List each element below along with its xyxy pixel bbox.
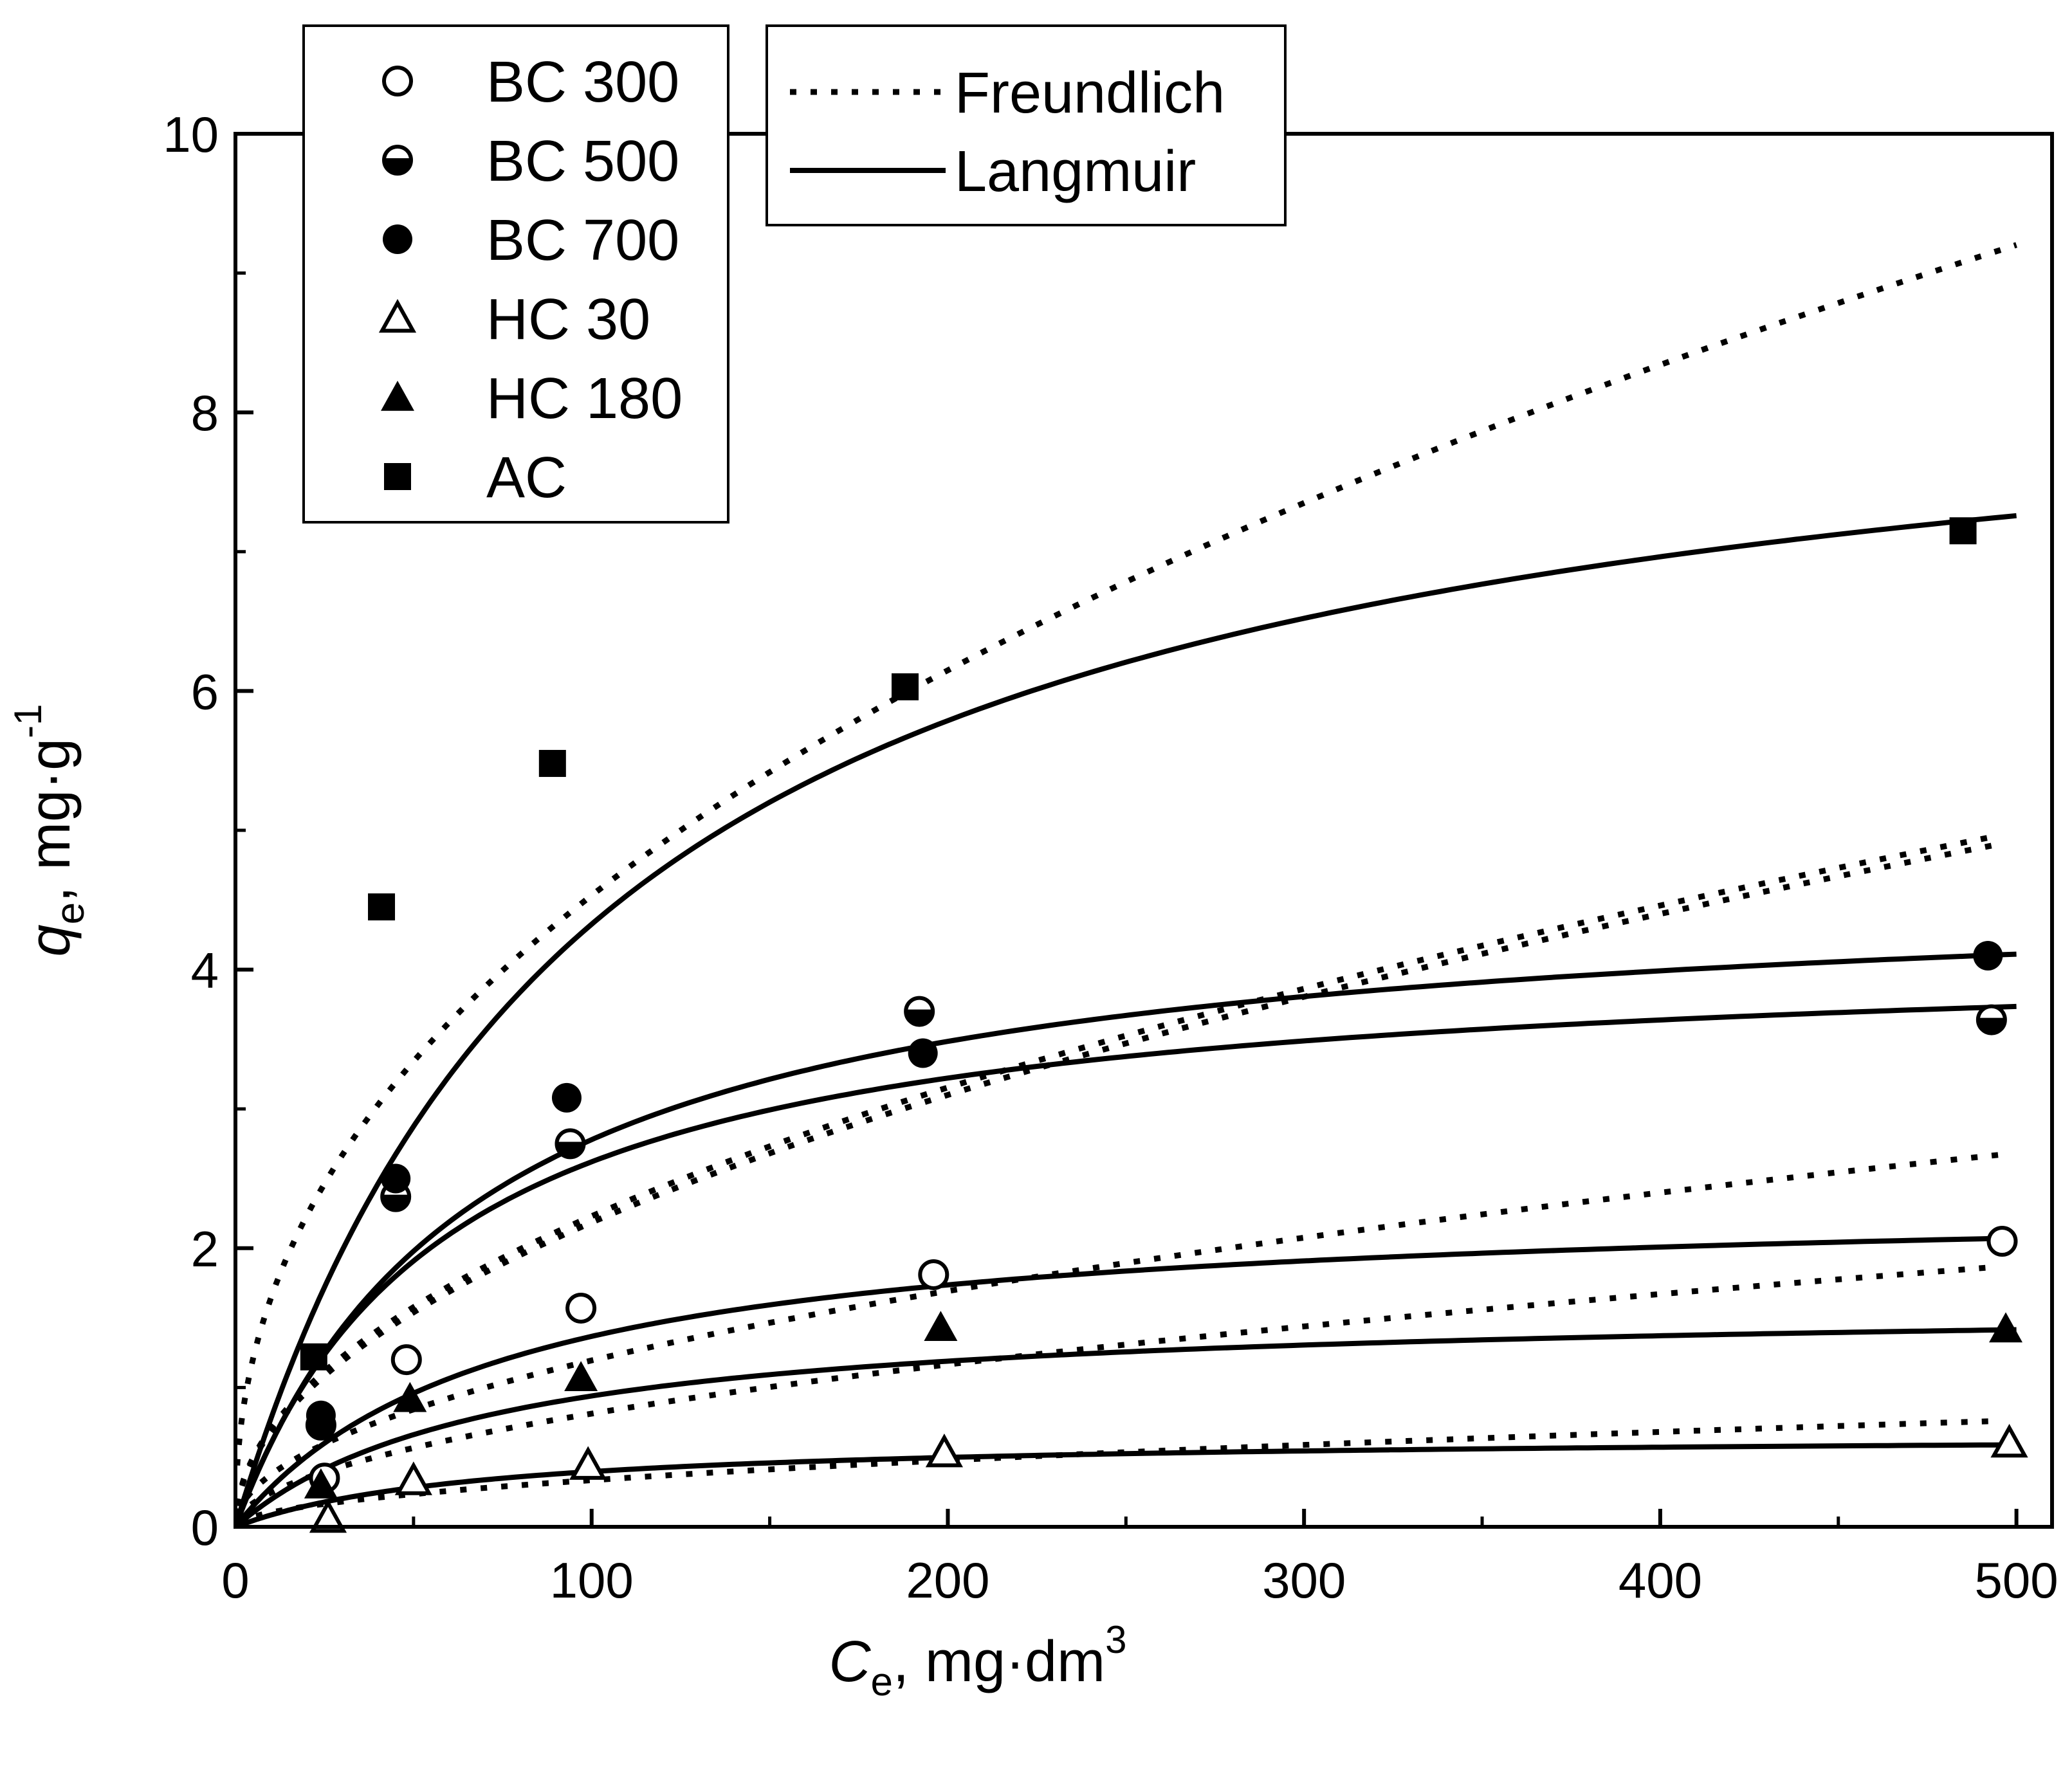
point-hc-30 xyxy=(569,1446,607,1480)
legend-label-bc-300: BC 300 xyxy=(486,50,679,114)
legend-models-frame xyxy=(766,24,1287,226)
legend-models: Freundlich Langmuir xyxy=(766,24,1287,226)
freundlich-curve-hc-180 xyxy=(234,1264,1999,1521)
point-bc-300 xyxy=(390,1344,422,1376)
point-bc-700 xyxy=(1973,940,2003,971)
point-hc-30 xyxy=(1990,1423,2028,1458)
legend-label-bc-500: BC 500 xyxy=(486,129,679,194)
y-tick-label: 10 xyxy=(163,106,219,163)
point-bc-700 xyxy=(908,1038,938,1068)
x-tick-label: 0 xyxy=(221,1552,249,1608)
y-tick-label: 0 xyxy=(191,1499,219,1556)
legend-label-hc-180: HC 180 xyxy=(486,367,683,431)
legend-series-frame xyxy=(302,24,729,524)
legend-label-freundlich: Freundlich xyxy=(955,61,1225,125)
freundlich-curve-bc-300 xyxy=(234,1152,1999,1517)
point-hc-30 xyxy=(925,1434,964,1468)
legend-marker-bc-700 xyxy=(383,224,412,254)
point-ac xyxy=(1949,517,1977,545)
langmuir-curve-bc-500 xyxy=(235,1003,2017,1523)
x-axis-title: Ce, mg·dm3 xyxy=(829,1618,1127,1704)
langmuir-curve-bc-700 xyxy=(235,951,2017,1523)
legend-label-ac: AC xyxy=(486,446,567,510)
plot-area: 0 100 200 300 400 500 0 2 4 6 8 10 xyxy=(163,106,2058,1608)
point-ac xyxy=(300,1343,327,1371)
x-tick-label: 200 xyxy=(906,1552,989,1608)
data-points xyxy=(300,517,2028,1533)
y-tick-label: 4 xyxy=(191,942,219,999)
point-bc-300 xyxy=(1986,1225,2018,1257)
point-bc-700 xyxy=(306,1400,336,1430)
x-tick-label: 300 xyxy=(1262,1552,1346,1608)
langmuir-curve-bc-300 xyxy=(235,1235,2017,1526)
y-axis-title: qe, mg·g-1 xyxy=(6,704,93,957)
point-bc-500 xyxy=(555,1128,586,1160)
langmuir-curve-hc-30 xyxy=(236,1442,2017,1529)
legend-marker-ac xyxy=(384,463,411,490)
point-bc-500 xyxy=(1976,1004,2007,1035)
point-hc-30 xyxy=(309,1499,347,1533)
legend-label-langmuir: Langmuir xyxy=(955,140,1196,204)
legend-marker-bc-300 xyxy=(382,66,413,96)
langmuir-curve-ac xyxy=(234,513,2017,1522)
freundlich-curve-hc-30 xyxy=(235,1417,1999,1526)
x-tick-label: 400 xyxy=(1618,1552,1702,1608)
point-bc-300 xyxy=(918,1259,949,1290)
freundlich-curve-bc-500 xyxy=(234,841,1999,1507)
point-bc-700 xyxy=(381,1163,411,1194)
legend-label-bc-700: BC 700 xyxy=(486,208,679,273)
point-bc-500 xyxy=(904,996,935,1027)
freundlich-curve-bc-700 xyxy=(234,832,1999,1506)
freundlich-curve-ac xyxy=(234,242,2017,1466)
legend-marker-hc-180 xyxy=(381,381,414,411)
point-ac xyxy=(368,893,396,921)
point-ac xyxy=(892,673,919,700)
point-ac xyxy=(538,750,566,778)
y-tick-label: 8 xyxy=(191,385,219,441)
point-bc-300 xyxy=(565,1292,597,1324)
point-hc-180 xyxy=(924,1311,958,1342)
x-tick-label: 100 xyxy=(550,1552,634,1608)
point-hc-180 xyxy=(564,1361,598,1392)
x-tick-label: 500 xyxy=(1975,1552,2058,1608)
y-tick-label: 2 xyxy=(191,1221,219,1277)
model-curves xyxy=(234,242,2017,1529)
legend-marker-hc-30 xyxy=(378,298,417,333)
y-tick-label: 6 xyxy=(191,663,219,720)
legend-marker-bc-500 xyxy=(382,145,413,176)
legend-label-hc-30: HC 30 xyxy=(486,287,650,352)
point-hc-180 xyxy=(304,1468,338,1499)
point-hc-180 xyxy=(393,1381,427,1412)
axis-ticks: 0 100 200 300 400 500 0 2 4 6 8 10 xyxy=(163,106,2058,1608)
point-bc-700 xyxy=(551,1082,582,1113)
point-hc-30 xyxy=(394,1461,432,1495)
legend-series: BC 300 BC 500 BC 700 HC 30 HC 180 AC xyxy=(302,24,729,524)
langmuir-curve-hc-180 xyxy=(235,1327,2017,1527)
point-hc-180 xyxy=(1989,1312,2023,1343)
